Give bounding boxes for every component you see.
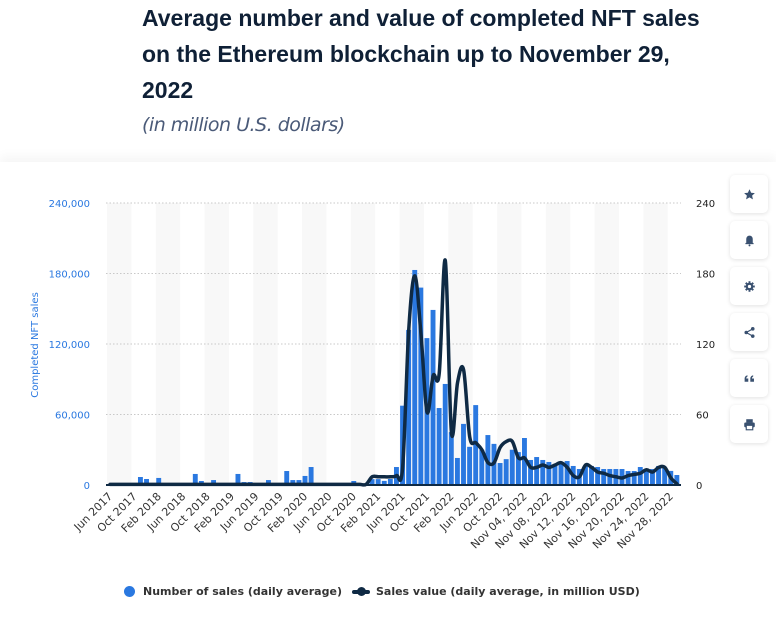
gear-icon	[743, 280, 755, 292]
sales-value-line	[108, 258, 679, 487]
bar[interactable]	[595, 467, 601, 485]
bar[interactable]	[448, 432, 454, 485]
bar[interactable]	[381, 480, 387, 485]
bar[interactable]	[442, 383, 448, 485]
bar[interactable]	[302, 475, 308, 485]
share-icon	[743, 326, 755, 338]
share-button[interactable]	[730, 313, 768, 351]
bar[interactable]	[436, 408, 442, 485]
bar[interactable]	[650, 469, 655, 485]
print-button[interactable]	[730, 405, 768, 443]
bar[interactable]	[144, 479, 149, 485]
page-subtitle: (in million U.S. dollars)	[142, 114, 345, 136]
bar[interactable]	[546, 461, 552, 485]
background-band	[350, 203, 376, 485]
bar[interactable]	[522, 438, 527, 485]
bar[interactable]	[412, 269, 418, 485]
y-axis-title: Completed NFT sales	[30, 292, 41, 398]
gear-button[interactable]	[730, 267, 768, 305]
title-line: 2022	[142, 77, 194, 103]
bar[interactable]	[430, 309, 436, 485]
legend-line-swatch	[351, 586, 370, 597]
bar[interactable]	[461, 423, 466, 485]
bar[interactable]	[454, 457, 460, 485]
bar[interactable]	[265, 480, 271, 485]
bar[interactable]	[192, 473, 198, 485]
bar[interactable]	[284, 471, 290, 485]
bar[interactable]	[582, 465, 588, 485]
bar[interactable]	[137, 477, 143, 485]
bar[interactable]	[515, 452, 521, 485]
y2-tick-label: 60	[696, 411, 709, 422]
bar[interactable]	[674, 475, 680, 485]
bar[interactable]	[540, 459, 546, 485]
bar[interactable]	[589, 465, 594, 485]
legend: Number of sales (daily average) Sales va…	[124, 585, 640, 598]
print-icon	[743, 418, 755, 430]
y-tick-label: 240,000	[49, 199, 90, 210]
bar[interactable]	[308, 467, 314, 485]
bar[interactable]	[296, 480, 302, 485]
bar[interactable]	[643, 469, 649, 485]
star-button[interactable]	[730, 175, 768, 213]
bar[interactable]	[375, 479, 381, 485]
quote-button[interactable]	[730, 359, 768, 397]
bar[interactable]	[235, 473, 241, 485]
legend-item-sales-value[interactable]: Sales value (daily average, in million U…	[375, 585, 640, 598]
bar[interactable]	[418, 287, 424, 485]
bar[interactable]	[406, 329, 412, 485]
bar[interactable]	[625, 471, 631, 485]
bar[interactable]	[528, 459, 534, 485]
bar[interactable]	[387, 479, 393, 485]
title-line: on the Ethereum blockchain up to Novembe…	[142, 41, 670, 67]
bar[interactable]	[467, 446, 473, 485]
bar[interactable]	[601, 469, 607, 485]
bar[interactable]	[156, 477, 162, 485]
y-tick-label: 120,000	[49, 340, 90, 351]
bar[interactable]	[637, 467, 643, 485]
bar[interactable]	[662, 467, 668, 485]
y-tick-label: 60,000	[55, 411, 90, 422]
bar[interactable]	[290, 480, 296, 485]
title-line: Average number and value of completed NF…	[142, 5, 700, 31]
y-tick-label: 180,000	[49, 270, 90, 281]
y2-tick-label: 240	[696, 199, 715, 210]
y2-tick-label: 0	[696, 481, 702, 492]
bar[interactable]	[631, 471, 637, 485]
bar[interactable]	[509, 449, 515, 485]
legend-bar-swatch	[124, 586, 135, 597]
y-tick-label: 0	[84, 481, 90, 492]
bell-button[interactable]	[730, 221, 768, 259]
bar[interactable]	[558, 461, 564, 485]
legend-item-number-of-sales[interactable]: Number of sales (daily average)	[143, 585, 342, 598]
star-icon	[743, 188, 755, 199]
bell-icon	[744, 235, 754, 246]
y2-tick-label: 180	[696, 270, 715, 281]
quote-icon	[744, 374, 754, 382]
bar[interactable]	[497, 463, 503, 485]
bar[interactable]	[564, 461, 570, 485]
bar[interactable]	[479, 449, 485, 485]
bar[interactable]	[552, 465, 558, 485]
y2-tick-label: 120	[696, 340, 715, 351]
bar[interactable]	[534, 457, 540, 485]
bar[interactable]	[369, 479, 375, 485]
page-title: Average number and value of completed NF…	[142, 0, 770, 108]
bar[interactable]	[656, 465, 662, 485]
bar[interactable]	[503, 459, 509, 485]
bar[interactable]	[211, 480, 217, 485]
